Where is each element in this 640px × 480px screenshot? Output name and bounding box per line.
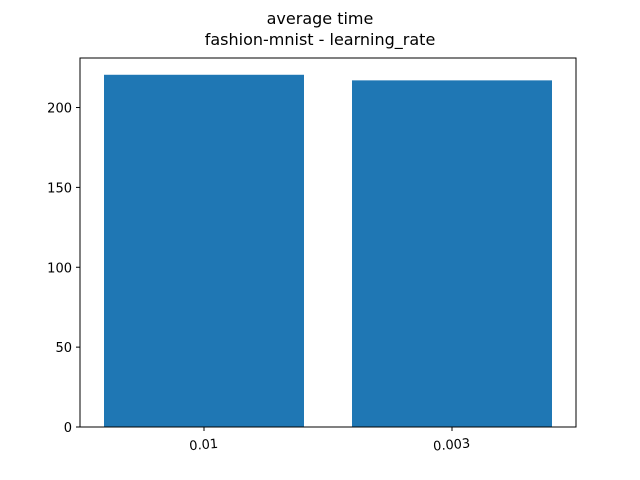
chart-title: average time (267, 9, 374, 28)
y-tick-label: 50 (55, 341, 72, 356)
chart-subtitle: fashion-mnist - learning_rate (205, 30, 436, 50)
y-axis: 0 50 100 150 200 (47, 102, 80, 436)
x-axis: 0.01 0.003 (189, 427, 471, 455)
y-tick-label: 200 (47, 102, 72, 117)
y-tick-label: 150 (47, 181, 72, 196)
bars-group (104, 74, 552, 427)
y-tick-label: 0 (64, 421, 72, 436)
bar-0.01 (104, 74, 304, 427)
plot-frame (79, 57, 577, 428)
y-tick-label: 100 (47, 261, 72, 276)
x-tick-label: 0.01 (189, 437, 219, 454)
x-tick-label: 0.003 (433, 436, 471, 454)
bar-0.003 (352, 80, 552, 427)
